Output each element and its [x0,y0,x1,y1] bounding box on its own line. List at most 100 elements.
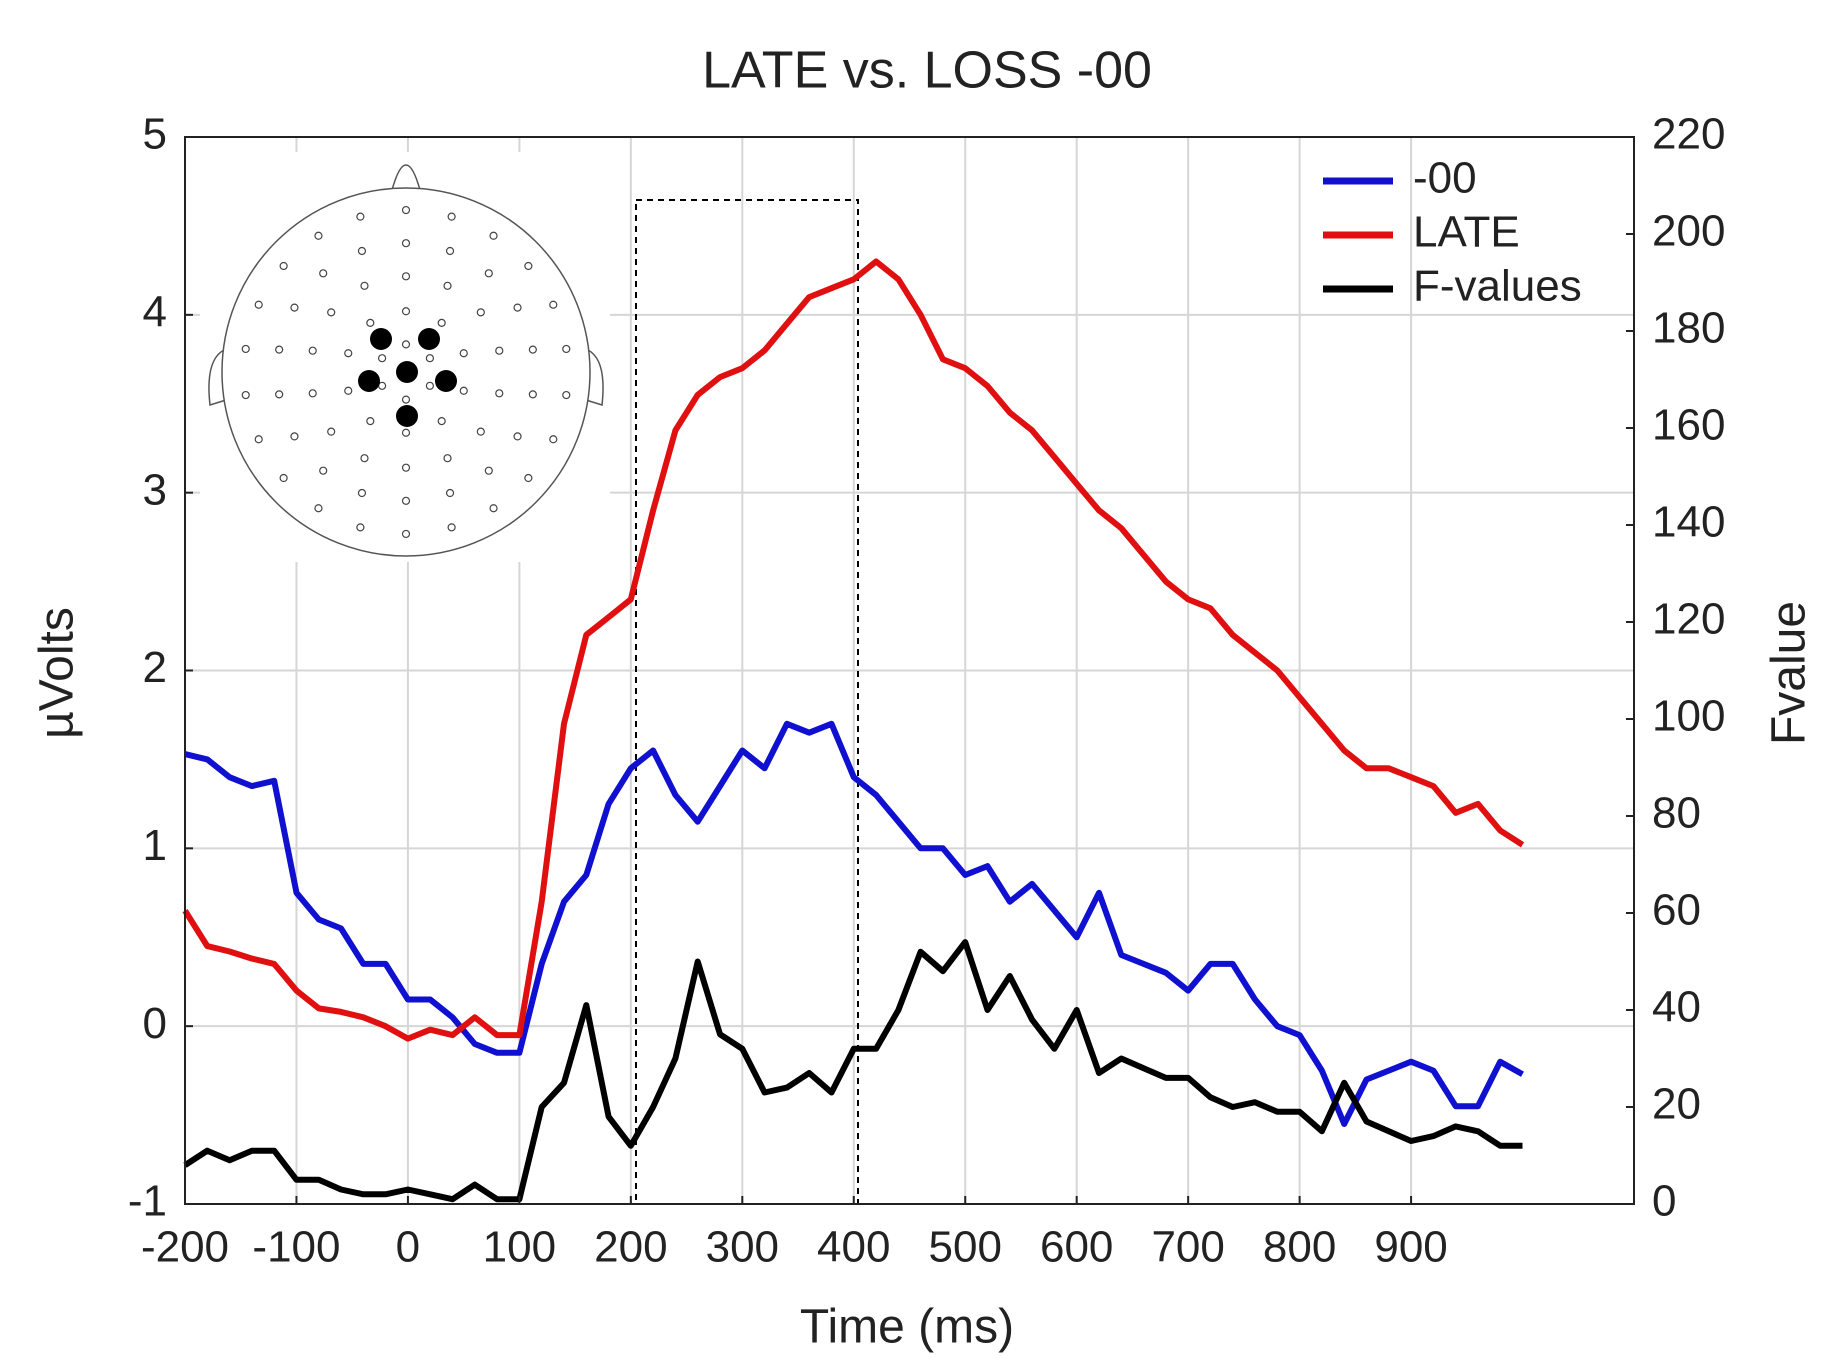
y-tick-label: 0 [143,999,167,1048]
electrode [513,303,522,312]
electrode [290,432,299,441]
selected-electrode [418,328,440,350]
electrode [447,523,456,532]
electrode [290,303,299,312]
electrode [528,390,537,399]
electrode [275,345,284,354]
y2-tick-label: 60 [1652,886,1701,935]
selected-electrode [396,405,418,427]
y-axis-label: µVolts [31,607,84,739]
electrode [319,269,328,278]
electrode [319,466,328,475]
electrode [513,432,522,441]
electrode [366,318,375,327]
x-tick-label: 500 [929,1223,1002,1272]
electrode [308,346,317,355]
x-tick-label: 600 [1040,1223,1113,1272]
y-tick-label: 2 [143,643,167,692]
electrode [356,212,365,221]
selected-electrode [396,361,418,383]
electrode [401,307,411,316]
electrode [254,435,263,444]
electrode [401,529,411,539]
electrode [401,272,411,281]
electrode [443,281,452,290]
legend-label: -00 [1413,154,1477,203]
electrode [401,428,411,437]
electrode [314,504,323,513]
series-line [182,258,1525,1042]
electrode [425,354,435,363]
electrode [437,318,446,327]
series-line [183,939,1523,1203]
x-tick-label: 100 [483,1223,556,1272]
x-tick-label: 200 [594,1223,667,1272]
x-tick-label: 300 [706,1223,779,1272]
series-line [184,720,1524,1127]
electrode [327,308,336,317]
electrode [356,523,365,532]
y2-tick-label: 0 [1652,1177,1676,1226]
y-tick-label: 1 [143,821,167,870]
y2-tick-label: 40 [1652,983,1701,1032]
electrode [459,349,468,358]
legend-label: F-values [1413,262,1582,311]
electrode [401,340,411,349]
electrode [366,417,375,426]
y2-tick-label: 100 [1652,692,1725,741]
electrode [476,308,485,317]
x-tick-label: 900 [1374,1223,1447,1272]
electrode [495,346,504,355]
electrode [437,417,446,426]
legend-label: LATE [1413,208,1520,257]
electrode [308,389,317,398]
electrode [443,454,452,463]
chart-title: LATE vs. LOSS -00 [702,42,1152,100]
electrode [447,212,456,221]
electrode [254,300,263,309]
nose [391,164,421,191]
plot-area [182,258,1525,1203]
y2-tick-label: 220 [1652,110,1725,159]
electrode [344,386,353,395]
electrode [445,488,455,498]
head-inset [200,152,610,562]
y2-tick-label: 200 [1652,207,1725,256]
electrode [275,390,284,399]
electrode [484,466,493,475]
electrode [562,390,571,400]
y-tick-label: -1 [128,1177,167,1226]
x-tick-label: 800 [1263,1223,1336,1272]
electrode [241,344,250,354]
selected-electrode [370,328,392,350]
electrode [401,496,411,505]
electrode [459,386,468,395]
y-tick-label: 3 [143,465,167,514]
electrode [524,473,533,483]
electrode [524,261,533,271]
y2-tick-label: 180 [1652,304,1725,353]
electrode [344,349,353,358]
y-tick-label: 4 [143,287,167,336]
y2-tick-label: 80 [1652,789,1701,838]
selected-electrode [435,370,457,392]
x-axis-label: Time (ms) [800,1301,1014,1354]
x-tick-label: 0 [396,1223,420,1272]
electrode [549,435,558,444]
electrode [562,344,571,354]
electrode [241,390,250,400]
electrode [425,381,435,390]
electrode [445,246,455,256]
electrode [476,427,485,436]
electrode [489,504,498,513]
electrode [327,427,336,436]
electrode [279,261,288,271]
electrode [314,231,323,240]
y2-tick-label: 20 [1652,1080,1701,1129]
electrode [528,345,537,354]
electrode [279,473,288,483]
electrode [401,395,411,404]
electrode [401,205,411,215]
